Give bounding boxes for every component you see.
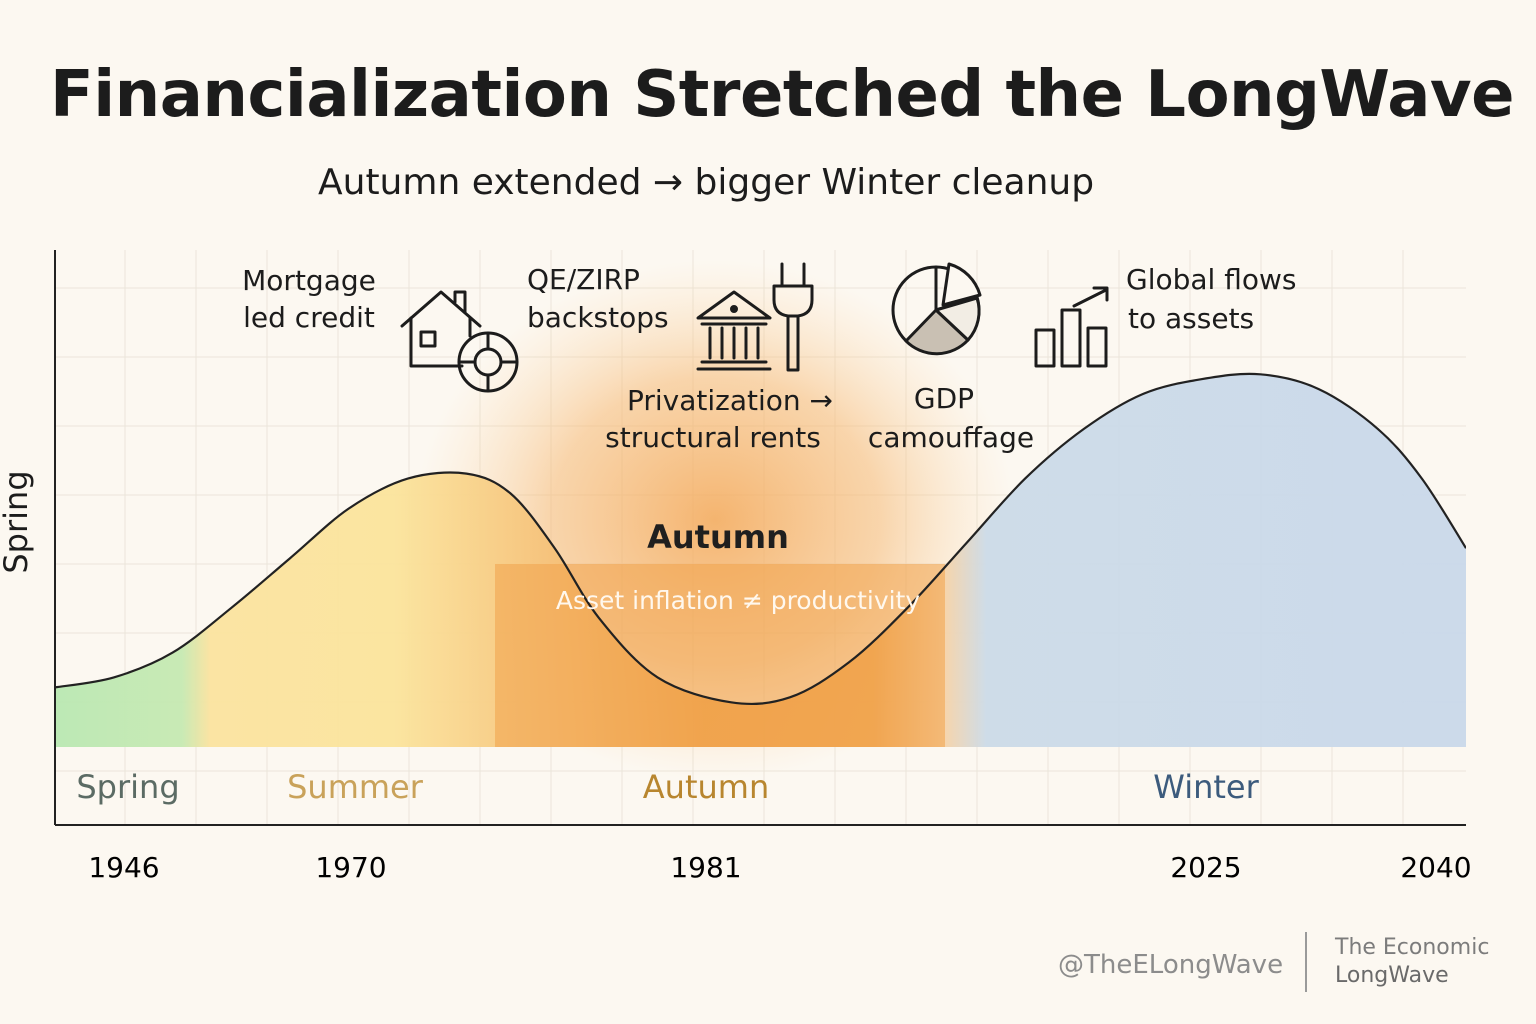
plug-icon xyxy=(772,262,814,372)
season-label-autumn: Autumn xyxy=(643,768,769,806)
footer-brand: The Economic LongWave xyxy=(1335,934,1489,990)
annotation-privatization-line1: Privatization → xyxy=(627,384,833,417)
bank-icon xyxy=(696,290,772,371)
x-tick-label: 1970 xyxy=(315,851,386,884)
season-area xyxy=(55,373,1466,747)
footer-divider xyxy=(1305,932,1307,992)
annotation-privatization-line2: structural rents xyxy=(605,421,821,454)
x-tick-label: 1981 xyxy=(670,851,741,884)
pie-chart-icon xyxy=(891,262,982,356)
annotation-mortgage-line2: led credit xyxy=(243,301,375,334)
season-label-winter: Winter xyxy=(1153,768,1259,806)
annotation-global-line2: to assets xyxy=(1128,302,1254,335)
lifebuoy-icon xyxy=(457,331,519,393)
chart-subtitle: Autumn extended → bigger Winter cleanup xyxy=(318,162,1095,203)
x-tick-label: 2025 xyxy=(1170,851,1241,884)
footer-brand-line1: The Economic xyxy=(1335,935,1490,960)
annotation-qe-line1: QE/ZIRP xyxy=(527,263,640,296)
annotation-qe-line2: backstops xyxy=(527,301,669,334)
x-tick-label: 2040 xyxy=(1400,851,1471,884)
chart-title: Financialization Stretched the LongWave xyxy=(50,58,1515,132)
y-axis-label: Spring xyxy=(0,470,35,573)
autumn-band-title: Autumn xyxy=(647,518,789,556)
annotation-mortgage-line1: Mortgage xyxy=(242,264,376,297)
house-icon xyxy=(400,290,482,368)
season-label-spring: Spring xyxy=(76,768,179,806)
autumn-band-text: Asset inflation ≠ productivity xyxy=(556,586,921,615)
bar-chart-growth-icon xyxy=(1034,286,1109,368)
long-wave-curve xyxy=(55,372,1466,706)
annotation-gdp-line2: camouffage xyxy=(868,421,1034,454)
annotation-gdp-line1: GDP xyxy=(914,382,974,415)
season-label-summer: Summer xyxy=(287,768,424,806)
autumn-band xyxy=(495,564,945,747)
x-tick-label: 1946 xyxy=(88,851,159,884)
annotation-global-line1: Global flows xyxy=(1126,263,1296,296)
footer-brand-line2: LongWave xyxy=(1335,963,1449,988)
footer-handle: @TheELongWave xyxy=(1058,950,1284,980)
